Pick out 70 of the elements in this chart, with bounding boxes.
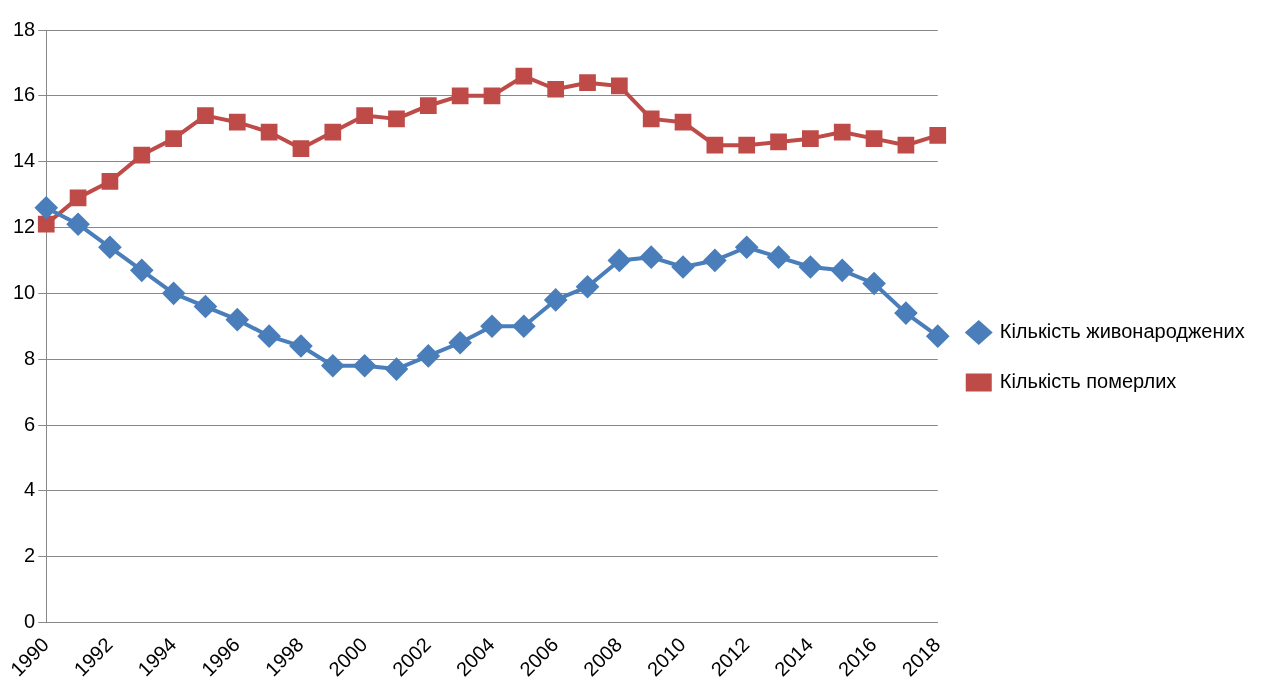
- point: [388, 110, 405, 128]
- point: [770, 133, 787, 151]
- point: [228, 113, 246, 131]
- point: [258, 325, 281, 348]
- point: [260, 123, 278, 141]
- point: [579, 74, 596, 92]
- point: [767, 246, 790, 269]
- legend-label: Кількість померлих: [999, 370, 1177, 393]
- point: [289, 335, 312, 358]
- point: [165, 130, 182, 147]
- point: [226, 308, 249, 331]
- point: [544, 288, 567, 311]
- y-tick-label: 8: [24, 346, 36, 369]
- point: [481, 315, 503, 338]
- point: [419, 97, 437, 115]
- point: [547, 80, 565, 98]
- point: [451, 87, 469, 105]
- point: [833, 123, 851, 141]
- point: [417, 344, 440, 367]
- point: [321, 354, 344, 377]
- point: [576, 275, 599, 298]
- point: [385, 358, 408, 381]
- point: [35, 196, 58, 219]
- point: [897, 136, 915, 154]
- point: [353, 354, 376, 377]
- point: [672, 256, 695, 279]
- y-tick-label: 4: [24, 478, 36, 501]
- point: [738, 136, 756, 154]
- legend-label: Кількість живонароджених: [999, 320, 1245, 343]
- point: [735, 236, 758, 259]
- point: [69, 189, 87, 207]
- point: [799, 256, 822, 279]
- point: [324, 123, 342, 141]
- point: [515, 67, 533, 85]
- point: [292, 140, 310, 157]
- point: [98, 236, 121, 259]
- point: [894, 302, 917, 325]
- point: [674, 113, 692, 131]
- point: [802, 130, 819, 147]
- point: [101, 173, 119, 190]
- point: [703, 249, 726, 272]
- point: [512, 315, 535, 338]
- point: [197, 107, 214, 124]
- y-tick-label: 6: [24, 412, 36, 435]
- point: [608, 249, 631, 272]
- point: [706, 136, 724, 154]
- y-tick-label: 18: [13, 17, 36, 40]
- point: [194, 295, 217, 318]
- point: [67, 213, 90, 236]
- y-tick-label: 12: [13, 215, 36, 238]
- y-tick-label: 10: [13, 280, 36, 303]
- point: [356, 107, 373, 124]
- y-tick-label: 16: [13, 83, 36, 106]
- point: [610, 77, 628, 95]
- point: [37, 215, 55, 233]
- y-tick-label: 2: [24, 544, 36, 567]
- point: [130, 259, 153, 282]
- point: [640, 246, 663, 269]
- y-tick-label: 14: [13, 149, 36, 172]
- point: [929, 126, 947, 144]
- point: [865, 130, 883, 147]
- point: [926, 325, 949, 348]
- point: [449, 331, 472, 354]
- point: [863, 272, 886, 295]
- point: [642, 110, 660, 128]
- point: [133, 146, 151, 164]
- point: [483, 87, 501, 105]
- point: [162, 282, 185, 305]
- y-tick-label: 0: [24, 610, 36, 633]
- point: [831, 259, 854, 282]
